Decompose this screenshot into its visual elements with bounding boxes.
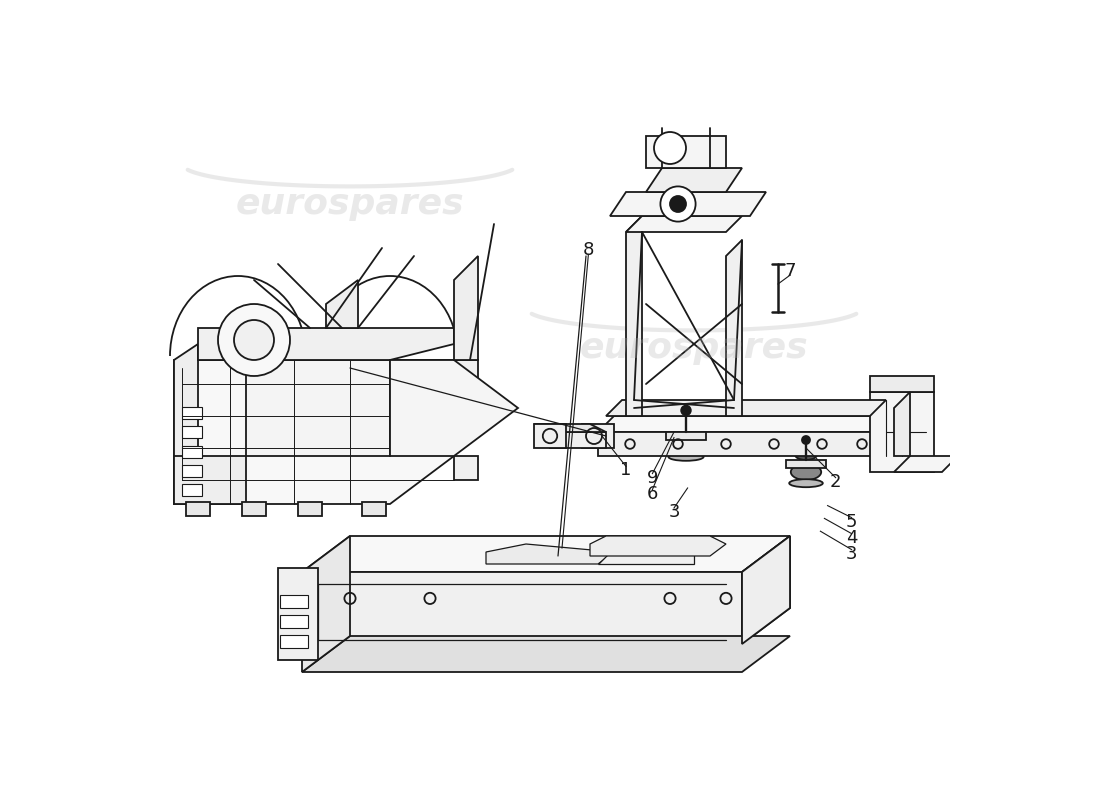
Polygon shape bbox=[454, 456, 478, 480]
Polygon shape bbox=[182, 446, 202, 458]
Polygon shape bbox=[182, 484, 202, 496]
Polygon shape bbox=[182, 465, 202, 477]
Text: 3: 3 bbox=[669, 503, 680, 521]
Circle shape bbox=[218, 304, 290, 376]
Polygon shape bbox=[550, 432, 606, 448]
Text: 2: 2 bbox=[829, 473, 842, 490]
Polygon shape bbox=[598, 432, 894, 456]
Polygon shape bbox=[534, 424, 606, 432]
Polygon shape bbox=[894, 392, 910, 456]
Polygon shape bbox=[894, 416, 910, 456]
Ellipse shape bbox=[789, 479, 823, 487]
Polygon shape bbox=[742, 536, 790, 644]
Polygon shape bbox=[279, 615, 308, 628]
Polygon shape bbox=[246, 360, 390, 456]
Ellipse shape bbox=[669, 453, 704, 461]
Text: 3: 3 bbox=[846, 545, 857, 562]
Circle shape bbox=[802, 436, 810, 444]
Polygon shape bbox=[174, 456, 246, 504]
Polygon shape bbox=[666, 432, 706, 440]
Polygon shape bbox=[626, 216, 642, 416]
Polygon shape bbox=[390, 360, 518, 456]
Text: eurospares: eurospares bbox=[580, 331, 808, 365]
Polygon shape bbox=[279, 635, 308, 648]
Polygon shape bbox=[598, 416, 910, 432]
Text: 7: 7 bbox=[784, 262, 795, 280]
Polygon shape bbox=[646, 136, 726, 168]
Polygon shape bbox=[302, 572, 742, 644]
Circle shape bbox=[654, 132, 686, 164]
Polygon shape bbox=[870, 376, 934, 392]
Polygon shape bbox=[606, 400, 886, 416]
Text: eurospares: eurospares bbox=[235, 187, 464, 221]
Polygon shape bbox=[174, 344, 198, 504]
Circle shape bbox=[660, 186, 695, 222]
Polygon shape bbox=[726, 240, 742, 416]
Polygon shape bbox=[298, 502, 322, 516]
Polygon shape bbox=[242, 502, 266, 516]
Ellipse shape bbox=[795, 449, 817, 460]
Text: 8: 8 bbox=[583, 241, 594, 258]
Circle shape bbox=[234, 320, 274, 360]
Polygon shape bbox=[454, 256, 478, 360]
Polygon shape bbox=[279, 595, 308, 608]
Polygon shape bbox=[174, 360, 454, 504]
Ellipse shape bbox=[674, 418, 698, 430]
Polygon shape bbox=[302, 536, 350, 672]
Polygon shape bbox=[186, 502, 210, 516]
Polygon shape bbox=[598, 548, 694, 564]
Circle shape bbox=[681, 406, 691, 415]
Polygon shape bbox=[454, 408, 478, 432]
Polygon shape bbox=[626, 216, 743, 232]
Polygon shape bbox=[486, 544, 614, 564]
Polygon shape bbox=[786, 460, 826, 468]
Polygon shape bbox=[454, 360, 478, 384]
Polygon shape bbox=[182, 426, 202, 438]
Text: 4: 4 bbox=[846, 529, 857, 546]
Polygon shape bbox=[646, 168, 742, 192]
Circle shape bbox=[670, 196, 686, 212]
Polygon shape bbox=[870, 392, 934, 472]
Text: 9: 9 bbox=[647, 469, 658, 486]
Text: 1: 1 bbox=[620, 462, 631, 479]
Polygon shape bbox=[182, 407, 202, 419]
Polygon shape bbox=[302, 636, 790, 672]
Polygon shape bbox=[302, 536, 790, 572]
Polygon shape bbox=[534, 424, 566, 448]
Polygon shape bbox=[278, 568, 318, 660]
Polygon shape bbox=[894, 456, 958, 472]
Polygon shape bbox=[590, 536, 726, 556]
Text: 5: 5 bbox=[846, 513, 857, 530]
Polygon shape bbox=[362, 502, 386, 516]
Text: 6: 6 bbox=[647, 485, 658, 502]
Polygon shape bbox=[198, 328, 454, 360]
Polygon shape bbox=[610, 192, 766, 216]
Polygon shape bbox=[326, 280, 358, 328]
Ellipse shape bbox=[791, 464, 822, 480]
Ellipse shape bbox=[670, 437, 702, 454]
Polygon shape bbox=[742, 536, 790, 644]
Polygon shape bbox=[582, 424, 614, 448]
